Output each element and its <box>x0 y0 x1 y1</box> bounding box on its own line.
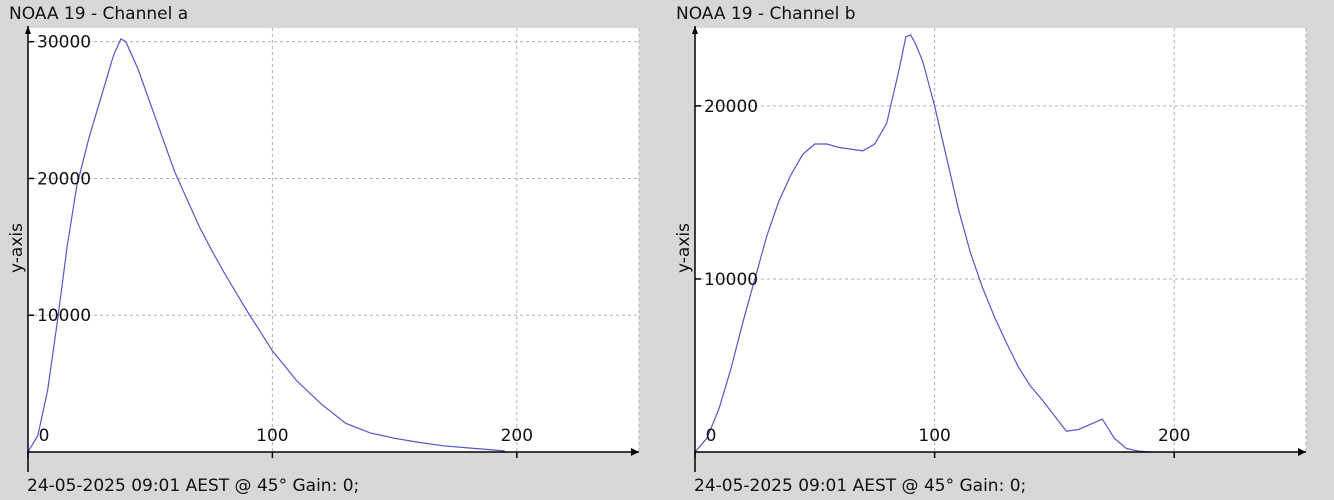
chart-footer: 24-05-2025 09:01 AEST @ 45° Gain: 0; <box>27 476 360 496</box>
chart-panel-channel-a: NOAA 19 - Channel a 0 100 200 10000 20000 300… <box>7 4 640 496</box>
y-tick-label: 30000 <box>37 33 91 53</box>
y-tick-label: 10000 <box>704 270 758 290</box>
series-line <box>27 38 505 453</box>
y-axis-label: y-axis <box>7 223 27 273</box>
chart-title: NOAA 19 - Channel a <box>9 4 189 24</box>
x-axis-arrow <box>1298 448 1306 456</box>
x-axis-arrow <box>631 448 639 456</box>
plot-area <box>28 28 639 452</box>
line-chart: 0 100 200 10000 20000 30000 y-axis <box>7 26 640 472</box>
y-tick-label: 10000 <box>37 306 91 326</box>
chart-title: NOAA 19 - Channel b <box>676 4 856 24</box>
y-tick-label: 20000 <box>704 97 758 117</box>
y-axis-label: y-axis <box>674 223 694 273</box>
x-tick-label: 200 <box>501 426 533 446</box>
chart-footer: 24-05-2025 09:01 AEST @ 45° Gain: 0; <box>694 476 1027 496</box>
y-axis-arrow <box>692 26 698 34</box>
x-tick-label: 0 <box>39 426 50 446</box>
y-axis-arrow <box>25 26 31 34</box>
chart-panel-channel-b: NOAA 19 - Channel b 0 100 200 10000 20000 y-a… <box>667 0 1334 500</box>
line-chart: 0 100 200 10000 20000 y-axis <box>674 26 1307 472</box>
series-line <box>694 34 1151 453</box>
plot-area <box>695 28 1306 452</box>
y-tick-label: 20000 <box>37 169 91 189</box>
x-tick-label: 200 <box>1158 426 1190 446</box>
x-tick-label: 0 <box>706 426 717 446</box>
x-tick-label: 100 <box>256 426 288 446</box>
x-tick-label: 100 <box>918 426 950 446</box>
